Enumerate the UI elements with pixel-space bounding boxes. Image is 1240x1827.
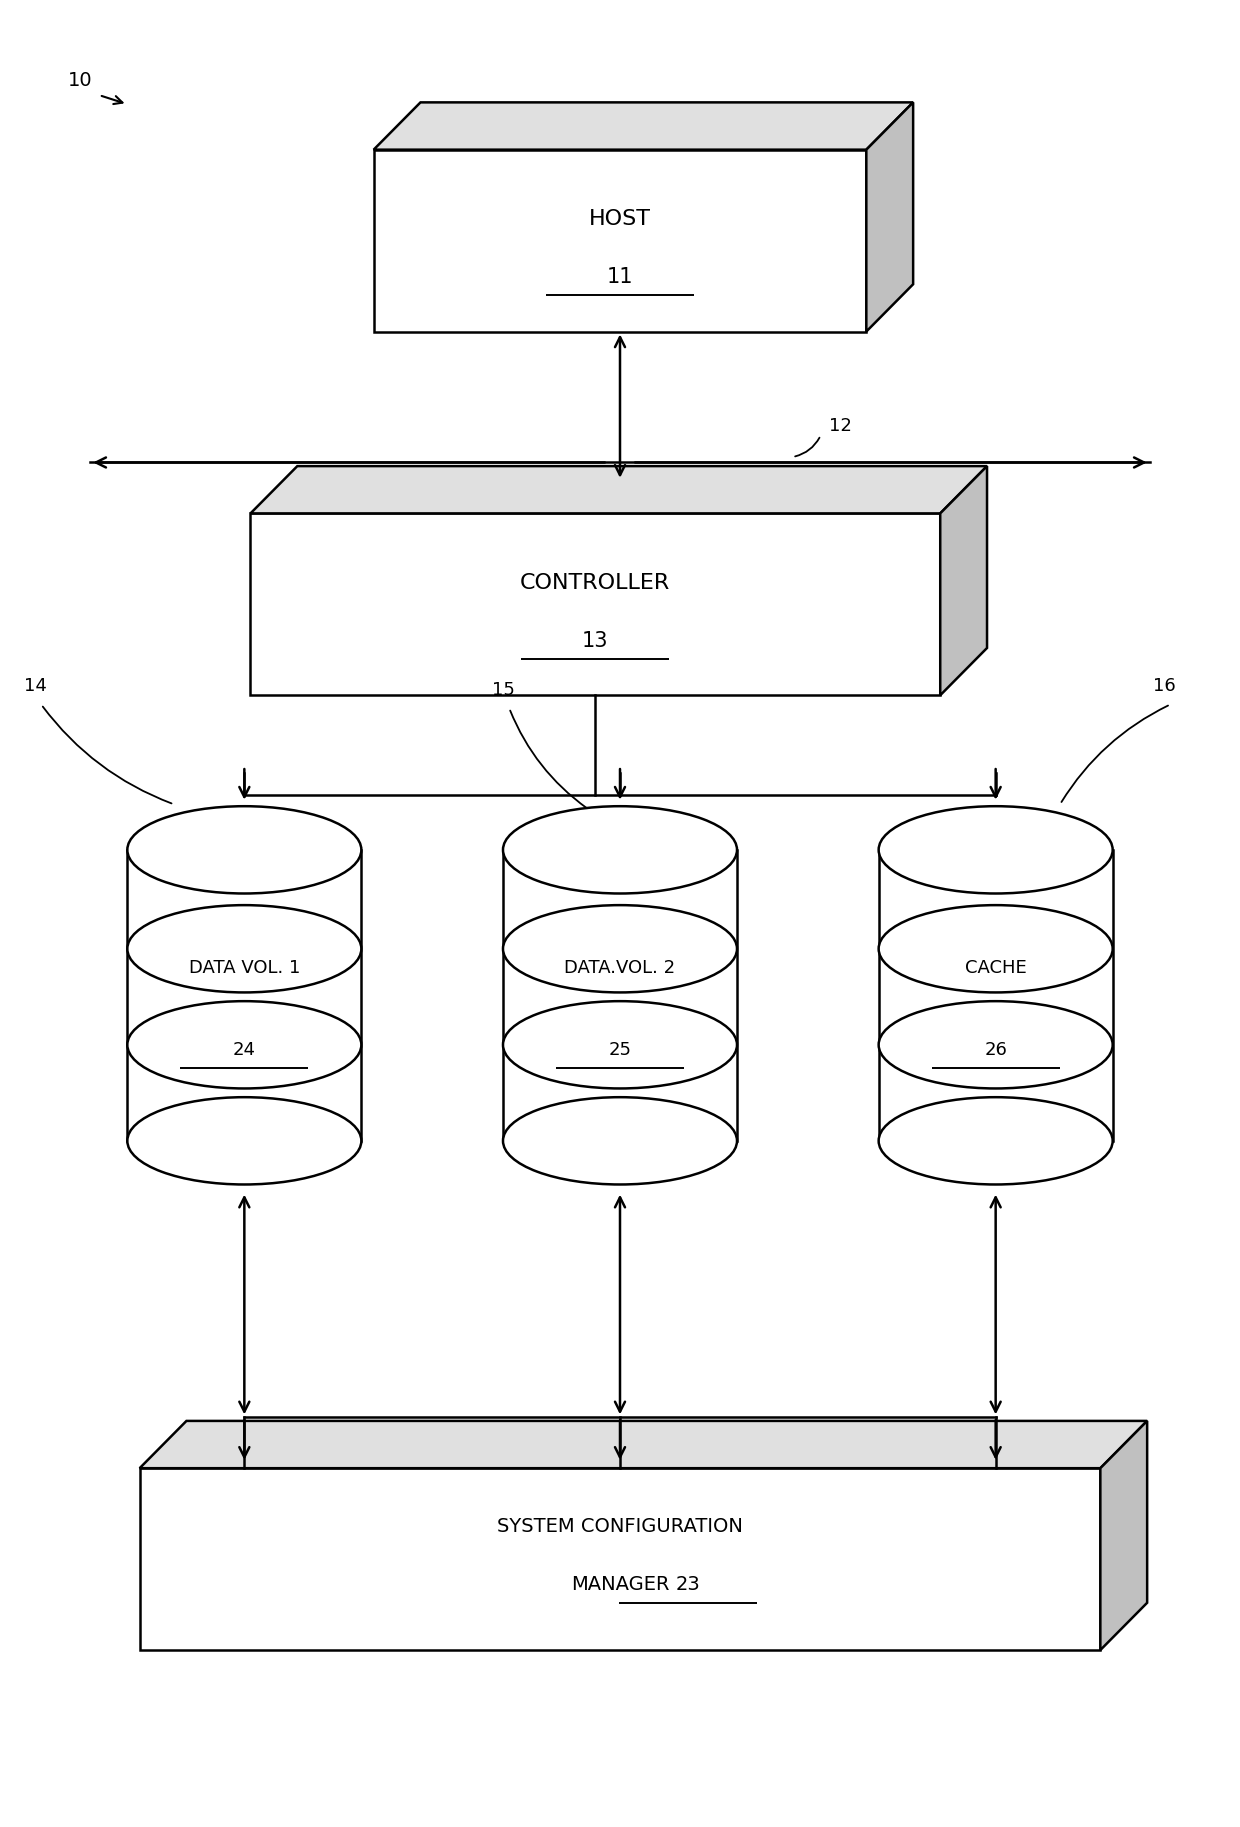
Text: SYSTEM CONFIGURATION: SYSTEM CONFIGURATION — [497, 1516, 743, 1537]
Text: 25: 25 — [609, 1041, 631, 1060]
Text: 24: 24 — [233, 1041, 255, 1060]
Polygon shape — [140, 1421, 1147, 1469]
Ellipse shape — [503, 1001, 737, 1089]
Polygon shape — [1100, 1421, 1147, 1650]
Text: DATA.VOL. 2: DATA.VOL. 2 — [564, 959, 676, 977]
Text: DATA VOL. 1: DATA VOL. 1 — [188, 959, 300, 977]
Polygon shape — [940, 466, 987, 696]
Ellipse shape — [879, 904, 1112, 992]
Text: 23: 23 — [676, 1575, 701, 1595]
Polygon shape — [250, 466, 987, 513]
Text: HOST: HOST — [589, 208, 651, 228]
Ellipse shape — [128, 1001, 361, 1089]
Ellipse shape — [879, 1098, 1112, 1184]
Polygon shape — [867, 102, 913, 331]
Ellipse shape — [879, 1001, 1112, 1089]
Text: 10: 10 — [68, 71, 93, 90]
Polygon shape — [373, 102, 913, 150]
Text: 26: 26 — [985, 1041, 1007, 1060]
Ellipse shape — [503, 806, 737, 893]
Ellipse shape — [128, 1098, 361, 1184]
Polygon shape — [373, 150, 867, 331]
Text: 12: 12 — [830, 417, 852, 435]
Text: 14: 14 — [24, 678, 46, 694]
Ellipse shape — [128, 806, 361, 893]
Ellipse shape — [128, 904, 361, 992]
Polygon shape — [879, 850, 1112, 1140]
Ellipse shape — [503, 1098, 737, 1184]
Text: 13: 13 — [582, 630, 609, 650]
Polygon shape — [250, 513, 940, 696]
Text: 11: 11 — [606, 267, 634, 287]
Text: MANAGER: MANAGER — [570, 1575, 670, 1595]
Ellipse shape — [503, 904, 737, 992]
Ellipse shape — [879, 806, 1112, 893]
Text: 15: 15 — [491, 681, 515, 698]
Text: CONTROLLER: CONTROLLER — [521, 572, 671, 592]
Polygon shape — [128, 850, 361, 1140]
Polygon shape — [503, 850, 737, 1140]
Text: 16: 16 — [1153, 678, 1176, 694]
Text: CACHE: CACHE — [965, 959, 1027, 977]
Polygon shape — [140, 1469, 1100, 1650]
